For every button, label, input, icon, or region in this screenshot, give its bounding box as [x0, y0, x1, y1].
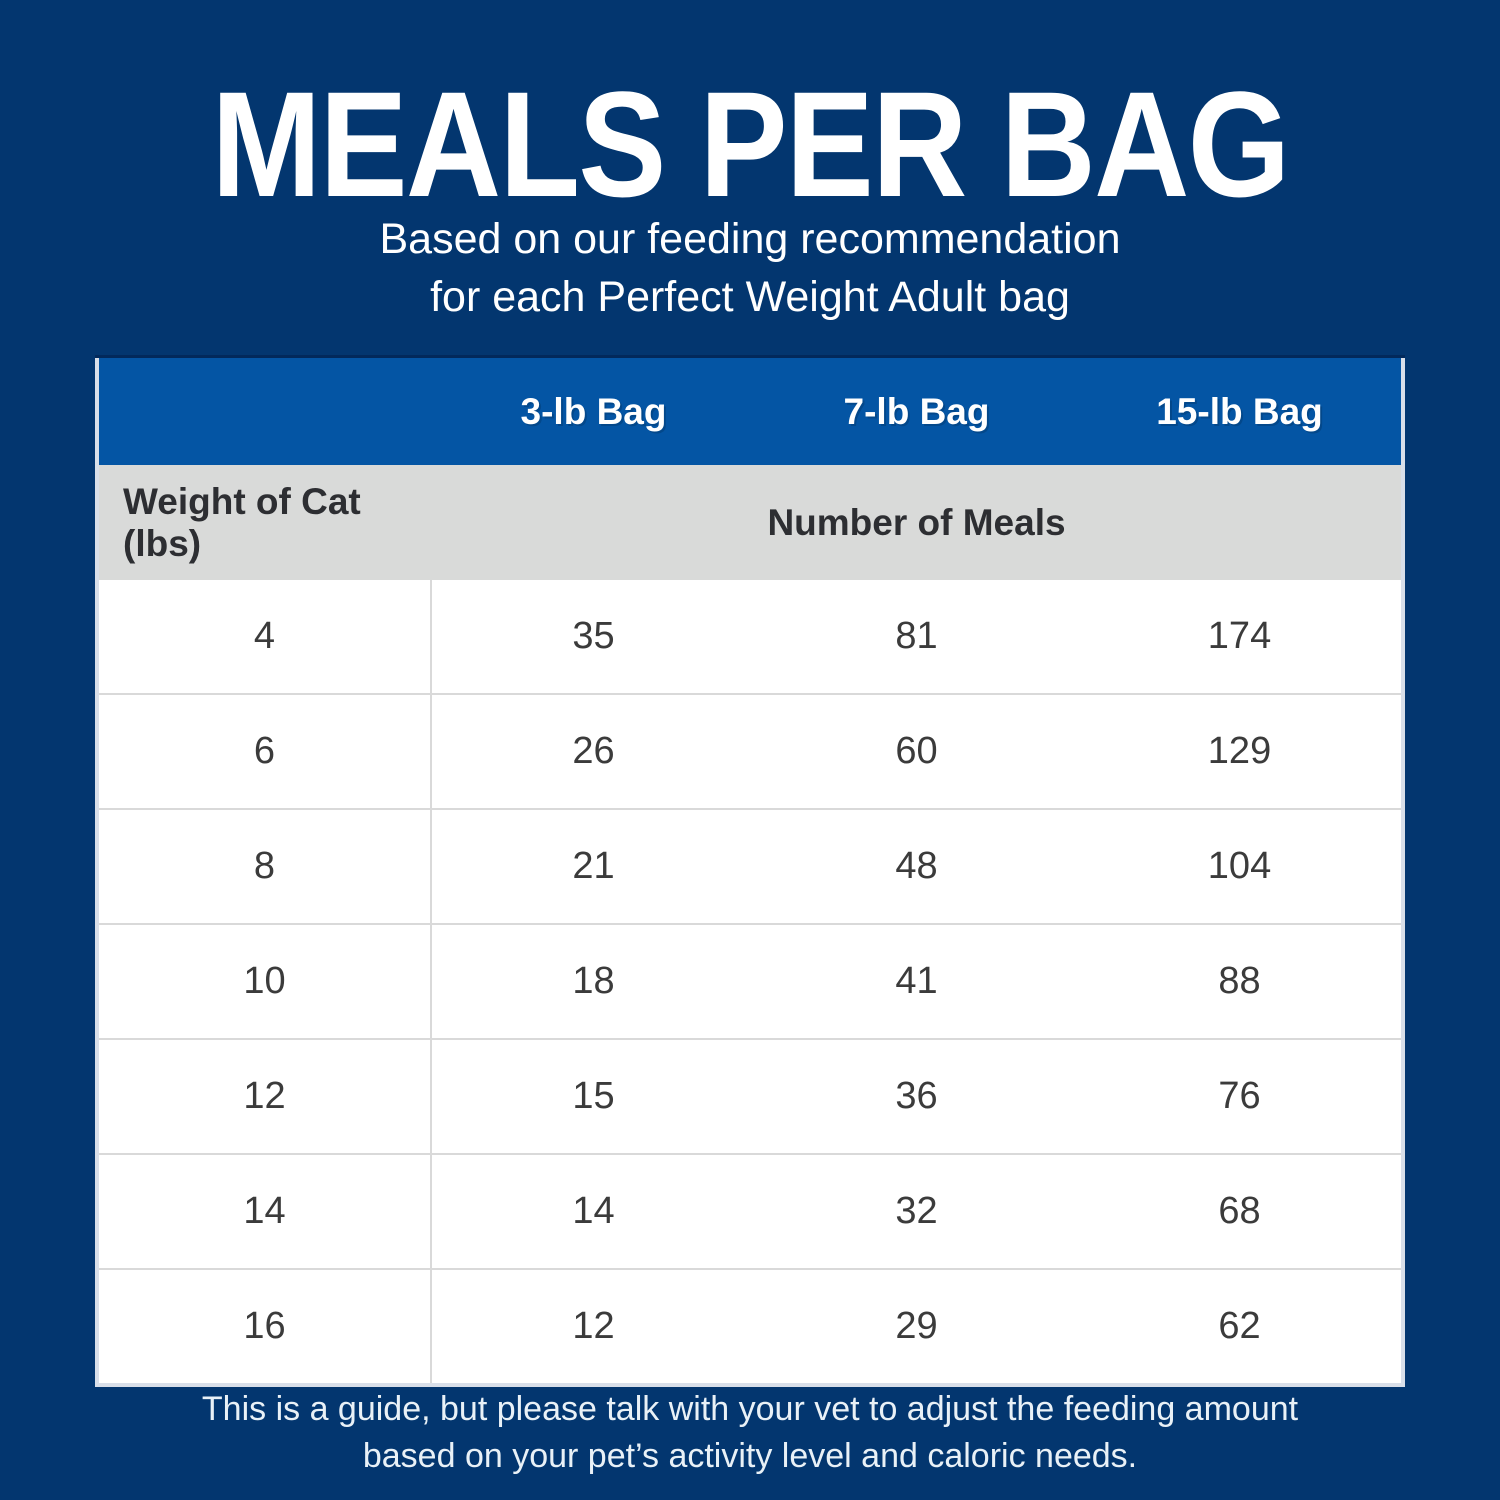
subtitle-line-1: Based on our feeding recommendation	[379, 215, 1121, 263]
subtitle-line-2: for each Perfect Weight Adult bag	[430, 273, 1070, 321]
meal-cell-3lb: 15	[572, 1075, 615, 1117]
meal-cell-7lb: 60	[895, 730, 938, 772]
weight-cell: 14	[99, 1155, 432, 1268]
table-row-weight-4: 4 35 81 174	[99, 580, 1401, 693]
meal-cell-7lb: 41	[895, 960, 938, 1002]
table-row-weight-16: 16 12 29 62	[99, 1268, 1401, 1383]
meal-cell-3lb: 18	[572, 960, 615, 1002]
table-row-weight-12: 12 15 36 76	[99, 1038, 1401, 1153]
bag-header-7lb: 7-lb Bag	[843, 390, 990, 432]
meal-cell-7lb: 81	[895, 615, 938, 657]
bag-header-15lb: 15-lb Bag	[1156, 390, 1323, 432]
meal-cell-3lb: 26	[572, 730, 615, 772]
footer-line-1: This is a guide, but please talk with yo…	[201, 1390, 1299, 1428]
meal-cell-7lb: 36	[895, 1075, 938, 1117]
meals-per-bag-table: 3-lb Bag 7-lb Bag 15-lb Bag Weight of Ca…	[95, 358, 1405, 1387]
footer-note: This is a guide, but please talk with yo…	[0, 1386, 1500, 1480]
meal-cell-15lb: 174	[1207, 615, 1272, 657]
weight-cell: 8	[99, 810, 432, 923]
meal-cell-15lb: 129	[1207, 730, 1272, 772]
footer-line-2: based on your pet’s activity level and c…	[362, 1437, 1138, 1475]
weight-of-cat-header: Weight of Cat (lbs)	[123, 480, 361, 564]
meal-cell-7lb: 32	[895, 1190, 938, 1232]
bag-size-header-row: 3-lb Bag 7-lb Bag 15-lb Bag	[99, 358, 1401, 465]
number-of-meals-header: Number of Meals	[767, 501, 1066, 543]
meal-cell-15lb: 76	[1218, 1075, 1261, 1117]
weight-cell: 4	[99, 580, 432, 693]
table-row-weight-10: 10 18 41 88	[99, 923, 1401, 1038]
meal-cell-3lb: 35	[572, 615, 615, 657]
weight-cell: 10	[99, 925, 432, 1038]
page-title: MEALS PER BAG	[211, 60, 1290, 228]
table-row-weight-14: 14 14 32 68	[99, 1153, 1401, 1268]
table-row-weight-8: 8 21 48 104	[99, 808, 1401, 923]
weight-cell: 16	[99, 1270, 432, 1383]
meal-cell-7lb: 29	[895, 1305, 938, 1347]
weight-cell: 12	[99, 1040, 432, 1153]
weight-cell: 6	[99, 695, 432, 808]
meal-cell-15lb: 68	[1218, 1190, 1261, 1232]
column-subheader-row: Weight of Cat (lbs) Number of Meals	[99, 465, 1401, 580]
meal-cell-15lb: 104	[1207, 845, 1272, 887]
meal-cell-15lb: 62	[1218, 1305, 1261, 1347]
bag-header-3lb: 3-lb Bag	[520, 390, 667, 432]
page-subtitle: Based on our feeding recommendation for …	[0, 210, 1500, 326]
meal-cell-3lb: 21	[572, 845, 615, 887]
meal-cell-7lb: 48	[895, 845, 938, 887]
meal-cell-3lb: 14	[572, 1190, 615, 1232]
table-row-weight-6: 6 26 60 129	[99, 693, 1401, 808]
meal-cell-3lb: 12	[572, 1305, 615, 1347]
meal-cell-15lb: 88	[1218, 960, 1261, 1002]
